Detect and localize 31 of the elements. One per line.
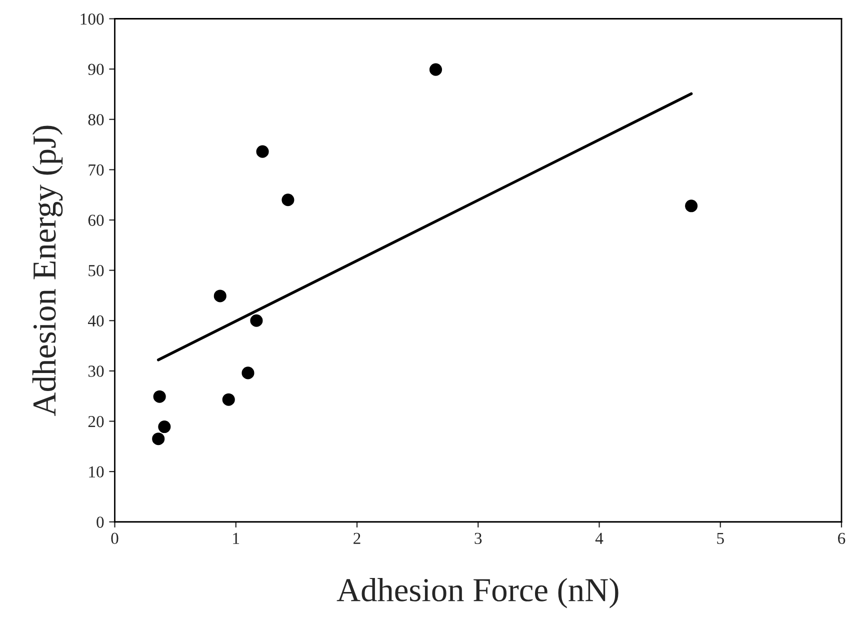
x-tick-label: 6 xyxy=(838,532,846,544)
y-tick-label: 0 xyxy=(96,516,104,528)
x-tick-label: 4 xyxy=(595,532,604,544)
y-tick-label: 20 xyxy=(88,416,104,428)
y-axis-title: Adhesion Energy (pJ) xyxy=(32,126,63,416)
y-tick-label: 60 xyxy=(88,214,104,226)
y-tick-label: 30 xyxy=(88,366,104,377)
y-tick-label: 80 xyxy=(88,114,104,126)
x-tick-label: 1 xyxy=(233,532,240,544)
point xyxy=(685,200,698,212)
y-tick-label: 40 xyxy=(88,315,104,327)
point xyxy=(250,314,263,327)
x-tick-label: 3 xyxy=(474,532,482,544)
y-tick-label: 70 xyxy=(88,164,104,176)
y-tick-label: 50 xyxy=(88,265,104,276)
point xyxy=(242,366,254,380)
y-tick-label: 90 xyxy=(88,64,104,76)
point xyxy=(153,390,166,403)
point xyxy=(158,420,171,434)
x-tick-label: 5 xyxy=(717,532,724,544)
point xyxy=(214,290,226,302)
y-tick-label: 10 xyxy=(89,466,104,478)
point xyxy=(152,432,165,446)
point xyxy=(429,63,442,76)
x-tick-label: 2 xyxy=(354,532,360,544)
x-axis-title: Adhesion Force (nN) xyxy=(336,578,618,608)
point xyxy=(256,145,269,158)
point xyxy=(282,194,294,206)
y-tick-label: 100 xyxy=(80,13,104,25)
point xyxy=(222,393,235,406)
x-tick-label: 0 xyxy=(111,532,118,544)
